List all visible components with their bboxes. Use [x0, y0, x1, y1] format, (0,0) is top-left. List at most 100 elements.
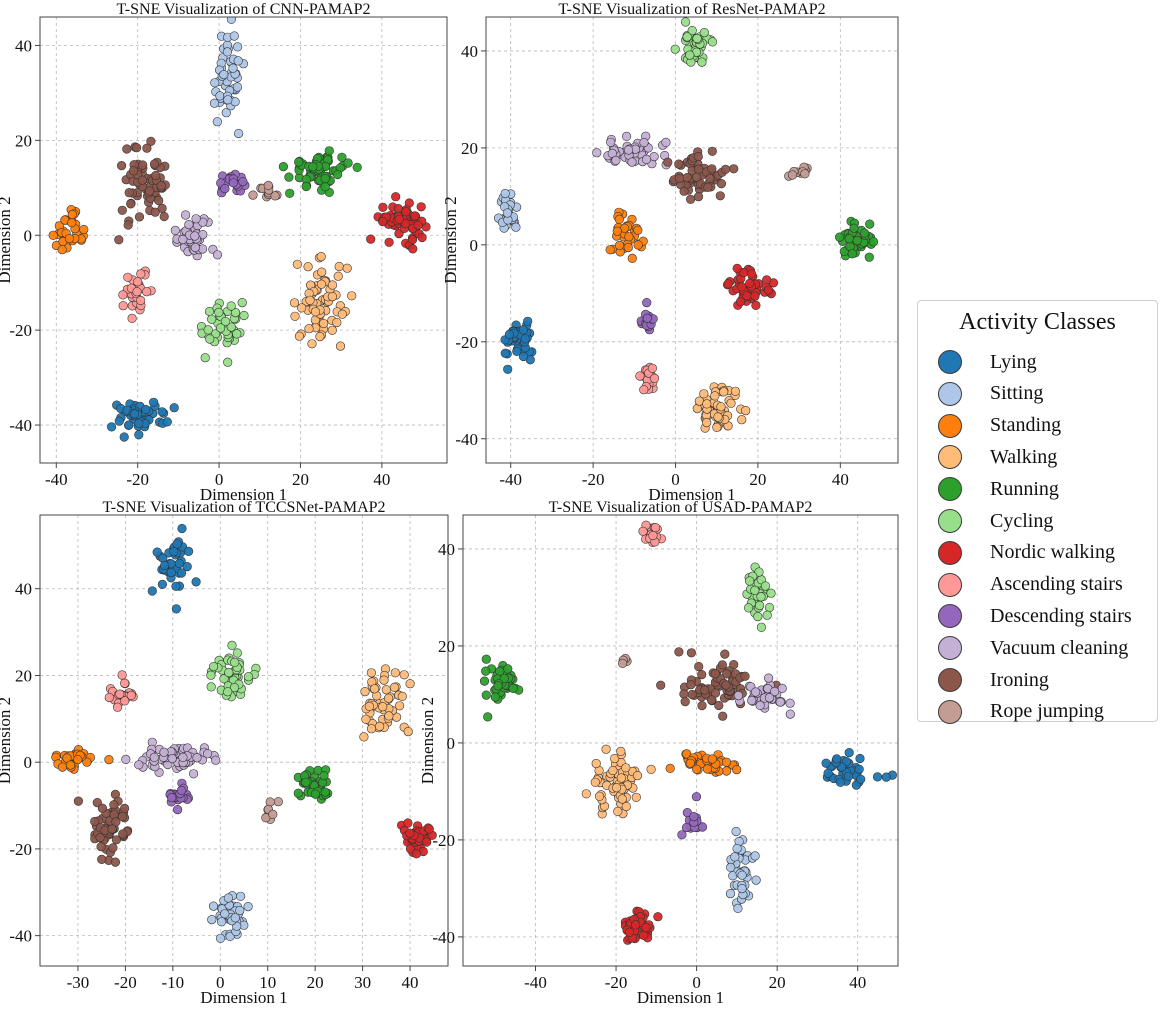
scatter-point [216, 323, 226, 333]
scatter-point [120, 696, 130, 706]
scatter-point [717, 660, 728, 670]
scatter-point [366, 724, 377, 734]
scatter-point [641, 154, 652, 164]
x-tick-label: 0 [215, 470, 224, 489]
scatter-point [190, 242, 200, 253]
scatter-point [104, 692, 114, 703]
x-tick-label: 0 [692, 973, 701, 992]
scatter-point [674, 159, 684, 169]
scatter-point [278, 162, 289, 172]
scatter-point [317, 267, 327, 277]
scatter-point [96, 842, 106, 852]
scatter-point [324, 146, 334, 156]
scatter-point [721, 669, 732, 679]
y-tick-label: 40 [15, 36, 32, 55]
scatter-point [134, 212, 145, 222]
y-axis-label: Dimension 2 [441, 196, 460, 283]
usad-tsne-plot: -40 -20 0 20 40 -40 -20 0 20 40 T-SNE Visualizatio… [418, 499, 899, 1007]
scatter-point [162, 417, 172, 427]
scatter-point [335, 341, 346, 351]
scatter-point [227, 640, 237, 651]
scatter-point [520, 334, 530, 344]
scatter-point [97, 854, 107, 865]
legend-item: Running [938, 474, 1059, 504]
y-tick-label: -40 [9, 927, 32, 946]
scatter-point [117, 811, 128, 822]
scatter-point [366, 234, 376, 244]
scatter-point [319, 771, 329, 781]
scatter-point [617, 794, 627, 804]
scatter-point [167, 753, 177, 764]
scatter-point [167, 793, 177, 803]
scatter-point [864, 252, 874, 262]
scatter-point [755, 700, 765, 711]
legend-label: Vacuum cleaning [990, 636, 1129, 659]
scatter-point [223, 357, 233, 367]
legend-marker [938, 604, 962, 629]
scatter-point [408, 244, 418, 254]
y-tick-label: 20 [461, 139, 478, 158]
legend-item: Sitting [938, 379, 1043, 409]
legend-marker [938, 445, 962, 470]
scatter-point [141, 404, 151, 415]
y-tick-label: 20 [438, 637, 455, 656]
scatter-point [169, 403, 179, 413]
scatter-point [715, 191, 725, 201]
scatter-point [316, 279, 327, 289]
scatter-point [868, 237, 879, 247]
y-tick-label: 20 [15, 666, 32, 685]
scatter-point [114, 416, 124, 426]
scatter-point [292, 259, 303, 269]
scatter-point [500, 348, 510, 358]
scatter-point [390, 668, 400, 678]
y-tick-label: 0 [470, 236, 479, 255]
scatter-points [51, 523, 437, 943]
scatter-point [379, 675, 389, 685]
scatter-point [721, 757, 732, 767]
scatter-point [126, 690, 136, 701]
scatter-point [263, 180, 273, 190]
scatter-point [503, 364, 513, 374]
scatter-point [285, 188, 295, 198]
scatter-point [149, 159, 160, 169]
scatter-point [732, 764, 742, 775]
scatter-point [142, 143, 152, 153]
legend-label: Descending stairs [990, 604, 1132, 627]
scatter-point [220, 316, 230, 327]
scatter-point [821, 758, 831, 768]
scatter-point [490, 692, 501, 702]
scatter-point [337, 309, 347, 319]
scatter-point [405, 844, 416, 854]
scatter-point [327, 292, 338, 302]
scatter-point [117, 670, 127, 680]
scatter-point [720, 164, 731, 174]
scatter-point [725, 888, 736, 899]
scatter-point [627, 157, 637, 167]
scatter-point [389, 682, 400, 693]
scatter-point [682, 749, 692, 759]
y-tick-label: -40 [455, 430, 478, 449]
scatter-point [613, 806, 623, 817]
scatter-point [235, 905, 245, 916]
scatter-point [191, 214, 201, 224]
scatter-point [751, 875, 761, 885]
scatter-point [230, 308, 241, 318]
scatter-point [859, 228, 870, 238]
scatter-point [590, 777, 600, 787]
scatter-point [754, 567, 764, 577]
scatter-point [661, 137, 671, 147]
scatter-point [656, 680, 666, 690]
x-tick-label: -40 [499, 470, 522, 489]
scatter-point [687, 25, 697, 36]
scatter-point [503, 664, 513, 674]
scatter-point [151, 170, 161, 181]
scatter-point [697, 700, 707, 711]
scatter-point [702, 399, 712, 409]
x-tick-label: 0 [216, 973, 225, 992]
scatter-point [399, 670, 409, 680]
y-tick-label: -20 [9, 321, 32, 340]
scatter-point [294, 157, 304, 167]
scatter-point [682, 173, 692, 183]
scatter-point [646, 764, 656, 775]
scatter-point [226, 322, 236, 332]
